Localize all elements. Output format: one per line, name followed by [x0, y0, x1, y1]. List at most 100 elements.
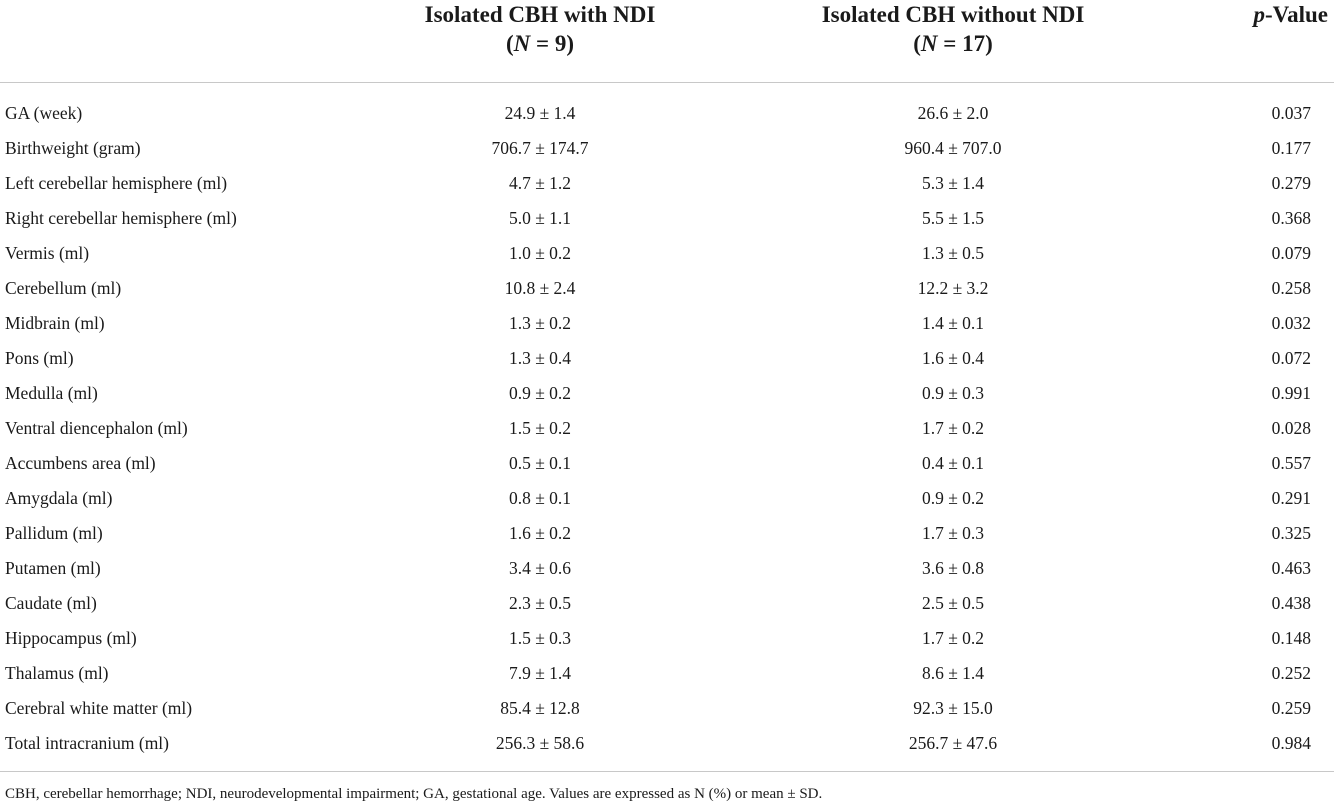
cell-p-value: 0.259 [1271, 698, 1311, 718]
table-row: Cerebral white matter (ml) 85.4 ± 12.8 92.… [0, 691, 1334, 726]
cell-p-value: 0.258 [1271, 278, 1311, 298]
cell-p-value: 0.984 [1271, 733, 1311, 753]
row-label: Thalamus (ml) [5, 663, 109, 683]
row-label: Medulla (ml) [5, 383, 98, 403]
cell-without-ndi: 1.7 ± 0.2 [921, 628, 985, 648]
table-row: Caudate (ml) 2.3 ± 0.5 2.5 ± 0.5 0.438 [0, 586, 1334, 621]
table-footnote: CBH, cerebellar hemorrhage; NDI, neurode… [5, 786, 823, 802]
table-row: Cerebellum (ml) 10.8 ± 2.4 12.2 ± 3.2 0.258 [0, 271, 1334, 306]
header-with-ndi-count: (N = 9) [505, 31, 575, 56]
cell-without-ndi: 256.7 ± 47.6 [908, 733, 998, 753]
table-row: Midbrain (ml) 1.3 ± 0.2 1.4 ± 0.1 0.032 [0, 306, 1334, 341]
cell-with-ndi: 0.8 ± 0.1 [508, 488, 572, 508]
table-row: Vermis (ml) 1.0 ± 0.2 1.3 ± 0.5 0.079 [0, 236, 1334, 271]
cell-without-ndi: 26.6 ± 2.0 [917, 103, 989, 123]
cell-with-ndi: 10.8 ± 2.4 [504, 278, 576, 298]
cell-p-value: 0.028 [1271, 418, 1311, 438]
header-p-value: p-Value [1253, 2, 1328, 27]
cell-p-value: 0.325 [1271, 523, 1311, 543]
table-row: Ventral diencephalon (ml) 1.5 ± 0.2 1.7 ± … [0, 411, 1334, 446]
cell-with-ndi: 1.0 ± 0.2 [508, 243, 572, 263]
header-without-ndi-title: Isolated CBH without NDI [821, 2, 1085, 27]
cell-without-ndi: 1.7 ± 0.3 [921, 523, 985, 543]
cell-without-ndi: 5.5 ± 1.5 [921, 208, 985, 228]
cell-p-value: 0.037 [1271, 103, 1311, 123]
cell-with-ndi: 0.9 ± 0.2 [508, 383, 572, 403]
cell-with-ndi: 706.7 ± 174.7 [491, 138, 589, 158]
cell-without-ndi: 1.3 ± 0.5 [921, 243, 985, 263]
header-without-ndi-count: (N = 17) [913, 31, 993, 56]
cell-without-ndi: 1.4 ± 0.1 [921, 313, 985, 333]
cell-p-value: 0.291 [1271, 488, 1311, 508]
cell-with-ndi: 24.9 ± 1.4 [504, 103, 576, 123]
cell-with-ndi: 85.4 ± 12.8 [500, 698, 580, 718]
table-row: Left cerebellar hemisphere (ml) 4.7 ± 1.2… [0, 166, 1334, 201]
row-label: Pallidum (ml) [5, 523, 103, 543]
cell-with-ndi: 7.9 ± 1.4 [508, 663, 572, 683]
row-label: Ventral diencephalon (ml) [5, 418, 188, 438]
cell-p-value: 0.032 [1271, 313, 1311, 333]
cell-p-value: 0.557 [1271, 453, 1311, 473]
cell-with-ndi: 1.3 ± 0.2 [508, 313, 572, 333]
table-bottom-rule [0, 771, 1334, 772]
cell-with-ndi: 256.3 ± 58.6 [495, 733, 585, 753]
table-row: Right cerebellar hemisphere (ml) 5.0 ± 1.… [0, 201, 1334, 236]
table-row: Putamen (ml) 3.4 ± 0.6 3.6 ± 0.8 0.463 [0, 551, 1334, 586]
header-with-ndi-title: Isolated CBH with NDI [424, 2, 656, 27]
cell-without-ndi: 0.9 ± 0.3 [921, 383, 985, 403]
table-row: Birthweight (gram) 706.7 ± 174.7 960.4 ± 7… [0, 131, 1334, 166]
row-label: Cerebral white matter (ml) [5, 698, 193, 718]
row-label: Putamen (ml) [5, 558, 101, 578]
cell-without-ndi: 0.4 ± 0.1 [921, 453, 985, 473]
row-label: Hippocampus (ml) [5, 628, 137, 648]
table-row: Amygdala (ml) 0.8 ± 0.1 0.9 ± 0.2 0.291 [0, 481, 1334, 516]
cell-without-ndi: 1.7 ± 0.2 [921, 418, 985, 438]
cell-with-ndi: 3.4 ± 0.6 [508, 558, 572, 578]
cell-with-ndi: 1.3 ± 0.4 [508, 348, 572, 368]
cell-without-ndi: 0.9 ± 0.2 [921, 488, 985, 508]
cell-p-value: 0.252 [1271, 663, 1311, 683]
row-label: Vermis (ml) [5, 243, 90, 263]
table-row: Total intracranium (ml) 256.3 ± 58.6 256.7… [0, 726, 1334, 761]
table-row: Accumbens area (ml) 0.5 ± 0.1 0.4 ± 0.1 0.5… [0, 446, 1334, 481]
cell-without-ndi: 3.6 ± 0.8 [921, 558, 985, 578]
cell-p-value: 0.991 [1271, 383, 1311, 403]
cell-without-ndi: 1.6 ± 0.4 [921, 348, 985, 368]
table-row: Hippocampus (ml) 1.5 ± 0.3 1.7 ± 0.2 0.148 [0, 621, 1334, 656]
cell-without-ndi: 960.4 ± 707.0 [904, 138, 1002, 158]
table-row: Pons (ml) 1.3 ± 0.4 1.6 ± 0.4 0.072 [0, 341, 1334, 376]
cell-with-ndi: 0.5 ± 0.1 [508, 453, 572, 473]
cell-p-value: 0.079 [1271, 243, 1311, 263]
row-label: Pons (ml) [5, 348, 74, 368]
row-label: Midbrain (ml) [5, 313, 105, 333]
cell-p-value: 0.148 [1271, 628, 1311, 648]
table-row: Medulla (ml) 0.9 ± 0.2 0.9 ± 0.3 0.991 [0, 376, 1334, 411]
row-label: Total intracranium (ml) [5, 733, 169, 753]
row-label: Left cerebellar hemisphere (ml) [5, 173, 228, 193]
cell-with-ndi: 4.7 ± 1.2 [508, 173, 572, 193]
row-label: Right cerebellar hemisphere (ml) [5, 208, 237, 228]
cell-p-value: 0.463 [1271, 558, 1311, 578]
cell-p-value: 0.177 [1271, 138, 1311, 158]
cell-with-ndi: 5.0 ± 1.1 [508, 208, 572, 228]
cell-with-ndi: 1.6 ± 0.2 [508, 523, 572, 543]
cell-p-value: 0.072 [1271, 348, 1311, 368]
table-row: Pallidum (ml) 1.6 ± 0.2 1.7 ± 0.3 0.325 [0, 516, 1334, 551]
cell-p-value: 0.438 [1271, 593, 1311, 613]
table-body: GA (week) 24.9 ± 1.4 26.6 ± 2.0 0.037 Birthw… [0, 96, 1334, 761]
cell-without-ndi: 12.2 ± 3.2 [917, 278, 989, 298]
row-label: Accumbens area (ml) [5, 453, 156, 473]
cell-without-ndi: 8.6 ± 1.4 [921, 663, 985, 683]
row-label: Caudate (ml) [5, 593, 97, 613]
table-row: GA (week) 24.9 ± 1.4 26.6 ± 2.0 0.037 [0, 96, 1334, 131]
row-label: Birthweight (gram) [5, 138, 141, 158]
table-header: Isolated CBH with NDI (N = 9) Isolated C… [0, 0, 1334, 83]
cell-without-ndi: 5.3 ± 1.4 [921, 173, 985, 193]
row-label: Cerebellum (ml) [5, 278, 122, 298]
table-row: Thalamus (ml) 7.9 ± 1.4 8.6 ± 1.4 0.252 [0, 656, 1334, 691]
cell-without-ndi: 2.5 ± 0.5 [921, 593, 985, 613]
cell-with-ndi: 2.3 ± 0.5 [508, 593, 572, 613]
cell-p-value: 0.368 [1271, 208, 1311, 228]
row-label: Amygdala (ml) [5, 488, 113, 508]
cell-without-ndi: 92.3 ± 15.0 [913, 698, 993, 718]
